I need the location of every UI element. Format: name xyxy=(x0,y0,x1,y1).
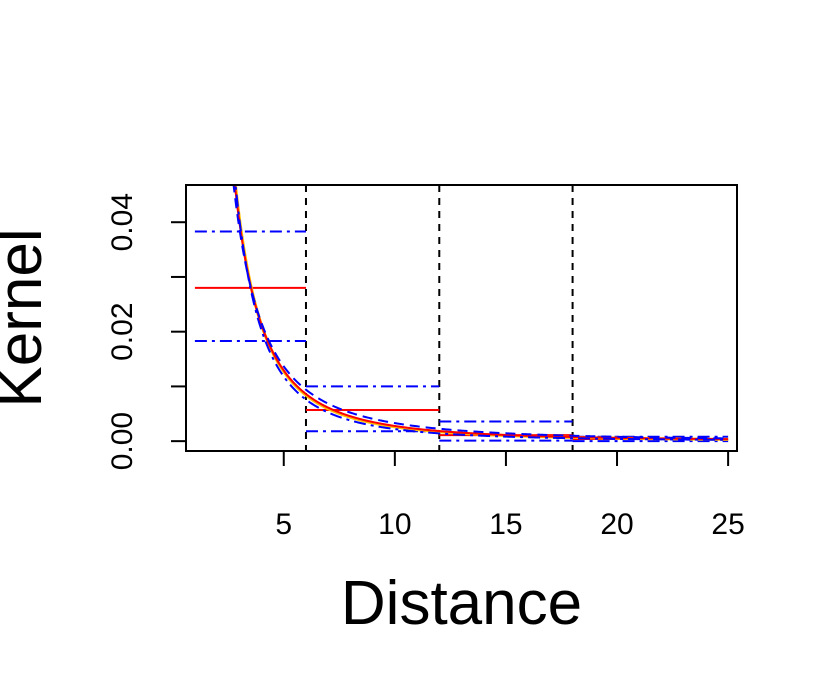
plot-content xyxy=(194,185,729,451)
axes-layer: 5 10 15 20 25 0.00 0.02 0.04 xyxy=(106,193,745,541)
kernel-curve xyxy=(233,185,729,441)
y-tick-label: 0.00 xyxy=(106,412,139,470)
x-tick-label: 25 xyxy=(711,508,744,541)
x-tick-label: 20 xyxy=(600,508,633,541)
plot-frame xyxy=(185,184,738,452)
x-tick-label: 15 xyxy=(489,508,522,541)
kernel-curve xyxy=(233,185,729,441)
x-axis-title: Distance xyxy=(341,569,582,638)
kernel-curve xyxy=(232,185,729,440)
y-tick-label: 0.02 xyxy=(106,303,139,361)
kernel-curve xyxy=(234,185,729,441)
y-tick-label: 0.04 xyxy=(106,193,139,251)
x-tick-label: 5 xyxy=(275,508,292,541)
x-tick-label: 10 xyxy=(378,508,411,541)
y-axis-title: Kernel xyxy=(0,228,55,407)
